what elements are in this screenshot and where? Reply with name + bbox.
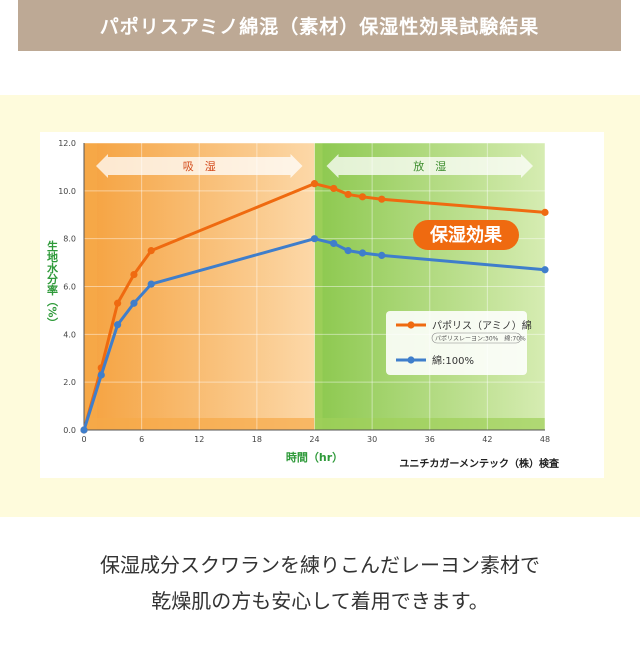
y-tick-label: 10.0 [58,187,76,196]
x-tick-label: 42 [482,435,492,444]
data-point [344,247,352,255]
x-tick-label: 24 [309,435,319,444]
data-point [80,426,88,434]
data-point [147,280,155,288]
data-point [344,190,352,199]
data-point [130,299,138,307]
y-tick-label: 2.0 [63,378,76,387]
data-point [130,270,138,279]
y-tick-label: 12.0 [58,139,76,148]
phase-label-1: 吸 湿 [183,160,216,173]
page-title-banner: パポリスアミノ綿混（素材）保湿性効果試験結果 [18,0,621,51]
phase-arrow-1 [96,154,303,178]
x-tick-label: 30 [367,435,377,444]
annotation-badge [413,220,519,250]
legend-label-1: パポリス（アミノ）綿 [432,319,532,332]
legend-sublabel-pill [431,332,522,344]
x-tick-label: 48 [540,435,550,444]
phase-label-2: 放 湿 [413,159,446,173]
source-note: ユニチカガーメンテック（株）検査 [399,457,560,470]
phase-background-1 [84,143,315,430]
y-tick-label: 8.0 [63,235,76,244]
x-tick-label: 6 [139,435,144,444]
caption: 保湿成分スクワランを練りこんだレーヨン素材で 乾燥肌の方も安心して着用できます。 [0,547,640,619]
y-tick-label: 0.0 [63,426,76,435]
data-point [378,195,386,203]
page-title: パポリスアミノ綿混（素材）保湿性効果試験結果 [99,16,540,38]
data-point [97,371,105,379]
legend-marker-2 [407,356,415,364]
x-tick-label: 0 [81,435,86,444]
x-axis-label: 時間（hr） [286,450,343,464]
data-point [310,235,319,243]
x-tick-label: 36 [425,435,435,444]
y-tick-label: 4.0 [63,330,76,339]
legend-marker-1 [407,321,415,329]
caption-line-2: 乾燥肌の方も安心して着用できます。 [151,589,489,613]
data-point [330,184,338,193]
data-point [147,247,155,255]
phase-background-2 [314,143,545,430]
x-tick-label: 12 [194,435,204,444]
legend-sublabel: パポリスレーヨン:30% 綿:70% [435,335,526,343]
data-point [541,208,549,216]
data-point [330,239,338,248]
y-tick-label: 6.0 [63,283,76,292]
annotation-text: 保湿効果 [429,224,503,246]
x-tick-label: 18 [252,435,262,444]
data-point [378,251,386,260]
legend-label-2: 綿:100% [432,354,474,367]
data-point [358,249,367,257]
caption-line-1: 保湿成分スクワランを練りこんだレーヨン素材で [100,553,540,577]
data-point [541,266,549,274]
y-axis-label: 生地水分率（%） [46,239,60,328]
data-point [114,321,122,329]
data-point [114,299,122,307]
data-point [358,193,367,201]
phase-arrow-2 [326,154,533,178]
data-point [310,180,319,188]
